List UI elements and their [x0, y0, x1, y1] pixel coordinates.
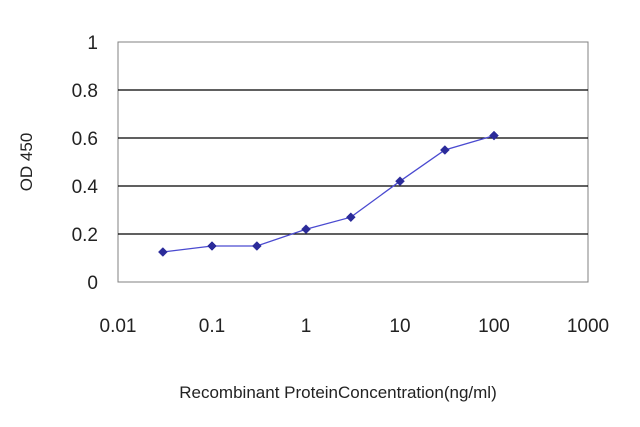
x-tick-label: 10: [389, 316, 410, 337]
x-tick-label: 0.1: [199, 316, 225, 337]
data-point: [489, 130, 499, 141]
grid-lines: [118, 89, 588, 235]
data-point: [345, 212, 356, 223]
x-axis-title: Recombinant ProteinConcentration(ng/ml): [179, 383, 497, 402]
y-tick-label: 0.2: [72, 225, 98, 246]
x-tick-label: 1: [301, 316, 312, 337]
plot-area: [117, 41, 589, 283]
data-point: [301, 224, 311, 235]
data-point: [157, 247, 168, 257]
y-tick-labels: 0 0.2 0.4 0.6 0.8 1: [72, 33, 99, 294]
data-point: [395, 176, 405, 187]
series-group: [157, 130, 499, 257]
y-tick-label: 0.6: [72, 129, 98, 150]
y-tick-label: 0: [87, 273, 98, 294]
series-line: [162, 134, 495, 253]
data-point: [251, 241, 262, 251]
y-axis-title: OD 450: [17, 133, 36, 192]
y-tick-label: 0.4: [72, 177, 99, 198]
x-tick-label: 100: [478, 316, 510, 337]
y-tick-label: 1: [87, 33, 98, 54]
y-tick-label: 0.8: [72, 81, 98, 102]
x-tick-label: 0.01: [100, 316, 137, 337]
x-tick-label: 1000: [567, 316, 609, 337]
x-tick-labels: 0.01 0.1 1 10 100 1000: [100, 316, 610, 337]
data-point: [439, 145, 450, 155]
data-point: [207, 241, 217, 251]
